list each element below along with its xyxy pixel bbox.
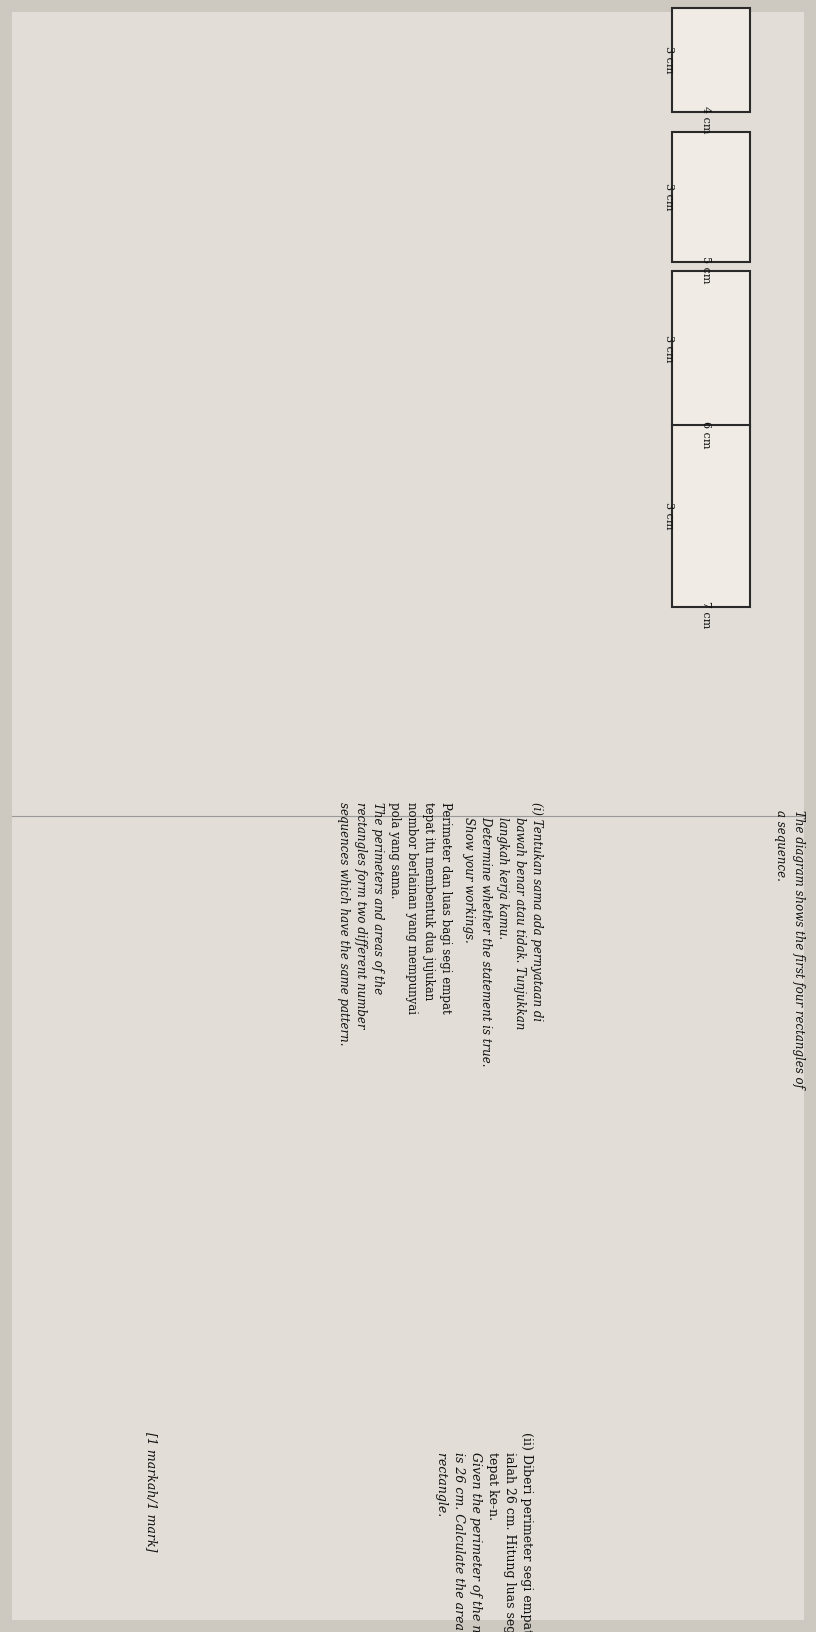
Text: 3 cm: 3 cm <box>664 183 674 211</box>
Text: 3 cm: 3 cm <box>664 503 674 530</box>
Text: is 26 cm. Calculate the area of the nth: is 26 cm. Calculate the area of the nth <box>452 1431 465 1632</box>
Text: rectangles form two different number: rectangles form two different number <box>354 801 367 1028</box>
Text: The diagram shows the first four rectangles of: The diagram shows the first four rectang… <box>792 809 805 1089</box>
Bar <box>672 132 750 263</box>
Text: 3 cm: 3 cm <box>664 335 674 362</box>
Text: rectangle.: rectangle. <box>435 1431 448 1516</box>
Text: Perimeter dan luas bagi segi empat: Perimeter dan luas bagi segi empat <box>439 801 452 1013</box>
Text: a sequence.: a sequence. <box>774 809 787 881</box>
Text: sequences which have the same pattern.: sequences which have the same pattern. <box>337 801 350 1046</box>
Text: pola yang sama.: pola yang sama. <box>388 801 401 899</box>
Text: tepat itu membentuk dua jujukan: tepat itu membentuk dua jujukan <box>422 801 435 1000</box>
Text: 5 cm: 5 cm <box>701 256 711 284</box>
Bar <box>672 271 750 428</box>
Text: Given the perimeter of the nth rectangle: Given the perimeter of the nth rectangle <box>469 1431 482 1632</box>
Text: (i) Tentukan sama ada pernyataan di: (i) Tentukan sama ada pernyataan di <box>530 801 543 1022</box>
Text: 3 cm: 3 cm <box>664 46 674 73</box>
Text: ialah 26 cm. Hitung luas segi empat: ialah 26 cm. Hitung luas segi empat <box>503 1431 516 1632</box>
Text: nombor berlainan yang mempunyai: nombor berlainan yang mempunyai <box>405 801 418 1013</box>
Text: bawah benar atau tidak. Tunjukkan: bawah benar atau tidak. Tunjukkan <box>513 801 526 1030</box>
Text: Determine whether the statement is true.: Determine whether the statement is true. <box>479 801 492 1066</box>
Bar <box>672 8 750 113</box>
Text: tepat ke-n.: tepat ke-n. <box>486 1431 499 1519</box>
Text: 6 cm: 6 cm <box>701 421 711 449</box>
Text: (ii) Diberi perimeter segi empat tepat ke-n: (ii) Diberi perimeter segi empat tepat k… <box>520 1431 533 1632</box>
Text: langkah kerja kamu.: langkah kerja kamu. <box>496 801 509 938</box>
Bar <box>672 424 750 607</box>
Text: 7 cm: 7 cm <box>701 601 711 628</box>
Text: [1 markah/1 mark]: [1 markah/1 mark] <box>145 1431 158 1552</box>
Text: The perimeters and areas of the: The perimeters and areas of the <box>371 801 384 994</box>
Text: Show your workings.: Show your workings. <box>462 801 475 943</box>
Text: 4 cm: 4 cm <box>701 106 711 134</box>
